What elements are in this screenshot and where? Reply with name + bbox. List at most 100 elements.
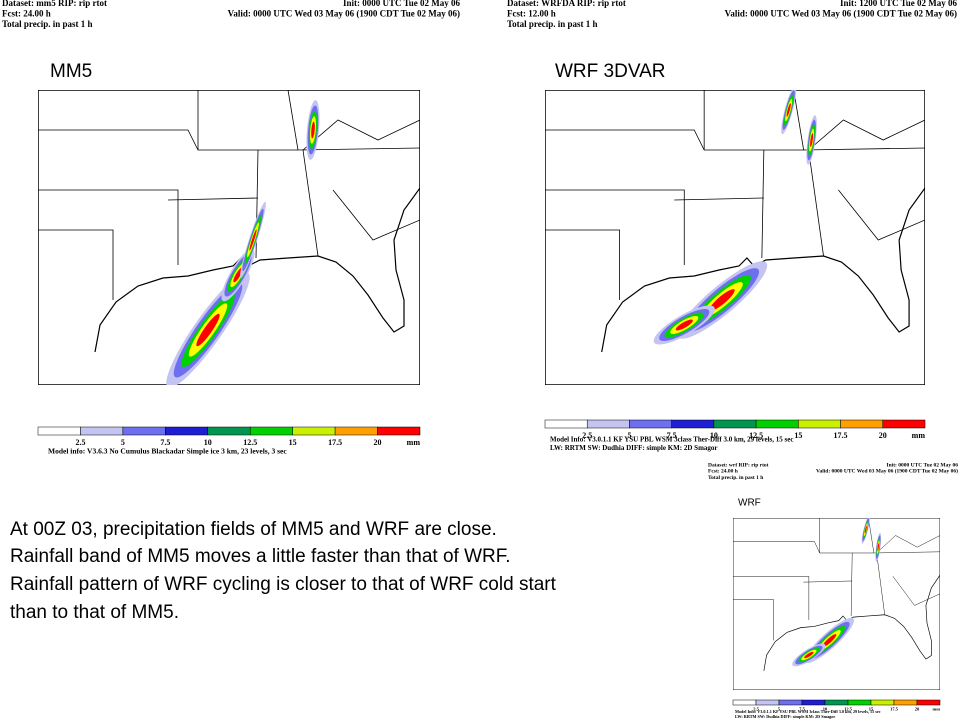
state-line [838,189,925,241]
legend-swatch [165,426,209,436]
coastline [601,187,925,353]
state-line [803,580,853,583]
legend-swatch [732,699,757,706]
legend-swatch [249,426,293,436]
panel: Dataset: mm5 RIP: rip rtot Init: 0000 UTC… [2,0,460,456]
note-line: Rainfall pattern of WRF cycling is close… [10,574,557,595]
legend-label: 20 [915,707,920,712]
legend-label: 15 [289,438,297,447]
header-valid: Valid: 0000 UTC Wed 03 May 06 (1900 CDT … [816,468,958,475]
legend-swatch [671,419,715,429]
map-frame [38,90,420,385]
header-field: Total precip. in past 1 h [507,19,598,29]
rain-area [709,289,735,311]
legend-label: 20 [374,438,382,447]
legend-swatch [893,699,918,706]
legend-swatch [377,426,421,436]
legend-swatch [544,419,588,429]
legend-label: 12.5 [749,431,763,440]
note-line: than to that of MM5. [10,602,179,623]
legend-swatch [882,419,926,429]
legend-label: 17.5 [890,707,899,712]
legend-label: 5 [778,707,781,712]
legend-swatch [840,419,884,429]
state-line [808,149,824,257]
header-fcst: Fcst: 24.00 h [708,469,738,475]
legend-label: 2.5 [582,431,592,440]
header-dataset: Dataset: wrf RIP: rip rtot [708,462,769,468]
legend-swatch [916,699,941,706]
map [545,90,925,385]
rain-area [675,319,693,331]
header-dataset: Dataset: WRFDA RIP: rip rtot [507,0,626,8]
model-info: Model Info: V3.0.1.1 KF YSU PBL WSM 3cla… [550,436,793,444]
legend-swatch [334,426,378,436]
state-line [892,576,940,606]
legend-label: 20 [879,431,887,440]
state-line [332,189,420,241]
legend-unit: mm [912,431,926,440]
rain-area [804,651,814,659]
legend-label: 10 [710,431,718,440]
header-valid: Valid: 0000 UTC Wed 03 May 06 (1900 CDT … [228,8,460,18]
state-line [876,552,885,615]
header-field: Total precip. in past 1 h [708,475,763,481]
legend-label: 12.5 [844,707,853,712]
model-info: Model info: V3.6.3 No Cumulus Blackadar … [48,447,287,456]
header-valid: Valid: 0000 UTC Wed 03 May 06 (1900 CDT … [725,8,957,18]
state-line [761,149,765,259]
panel-header: Dataset: WRFDA RIP: rip rtot Init: 1200 U… [507,0,957,29]
legend-swatch [847,699,872,706]
state-line [850,552,853,616]
legend-swatch [629,419,672,429]
state-line [545,189,685,200]
legend-swatch [798,419,841,429]
legend-swatch [80,426,124,436]
state-line [38,189,179,200]
header-fcst: Fcst: 12.00 h [507,8,556,18]
state-line [302,149,319,257]
rain-area [786,103,791,117]
legend-swatch [713,419,757,429]
legend-swatch [755,699,780,706]
state-line [302,119,420,151]
coastline [763,574,940,671]
header-dataset: Dataset: mm5 RIP: rip rtot [2,0,107,8]
rain-area [233,267,243,283]
header-init: Init: 1200 UTC Tue 02 May 06 [840,0,958,8]
legend-label: 17.5 [834,431,848,440]
state-line [287,90,299,151]
legend-swatch [292,426,336,436]
legend-label: 2.5 [753,707,759,712]
panel: Dataset: WRFDA RIP: rip rtot Init: 1200 U… [507,0,957,452]
rain-area [822,634,837,647]
state-line [733,576,810,583]
state-line [167,197,259,201]
header-fcst: Fcst: 24.00 h [2,8,51,18]
legend-label: 10 [823,707,828,712]
model-info: LW: RRTM SW: Dudhia DIFF: simple KM: 2D … [550,444,718,452]
map-frame [545,90,925,385]
legend-label: 7.5 [160,438,170,447]
legend-label: 15 [869,707,874,712]
state-line [545,229,621,300]
state-line [808,119,925,151]
coastline [94,187,420,353]
panel-title: WRF [738,498,761,509]
state-line [733,599,774,641]
rain-area [311,121,315,139]
state-line [876,535,940,554]
legend-label: 15 [794,431,802,440]
legend-unit: mm [933,707,941,712]
panel: Dataset: wrf RIP: rip rtot Init: 0000 UTC… [708,462,958,719]
legend-label: 2.5 [75,438,85,447]
map [38,90,420,385]
panel-title: WRF 3DVAR [555,61,665,82]
state-line [674,197,764,201]
note-line: Rainfall band of MM5 moves a little fast… [10,546,511,567]
legend-swatch [870,699,895,706]
legend-swatch [586,419,630,429]
legend-swatch [37,426,81,436]
panel-title: MM5 [50,61,92,82]
